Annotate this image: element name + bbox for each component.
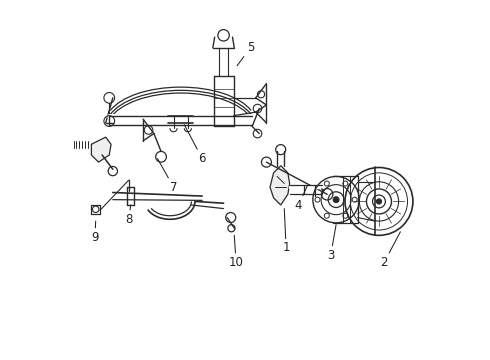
Text: 9: 9 <box>91 221 98 244</box>
Circle shape <box>376 199 381 204</box>
Polygon shape <box>92 137 111 162</box>
Text: 6: 6 <box>184 125 206 165</box>
Polygon shape <box>270 166 290 205</box>
Text: 3: 3 <box>327 225 336 261</box>
Text: 8: 8 <box>125 205 133 226</box>
Text: 10: 10 <box>229 235 244 269</box>
Text: 2: 2 <box>381 232 400 269</box>
Text: 5: 5 <box>237 41 254 66</box>
Text: 4: 4 <box>295 185 308 212</box>
Text: 7: 7 <box>157 158 177 194</box>
Text: 1: 1 <box>282 208 290 255</box>
Circle shape <box>333 197 339 203</box>
